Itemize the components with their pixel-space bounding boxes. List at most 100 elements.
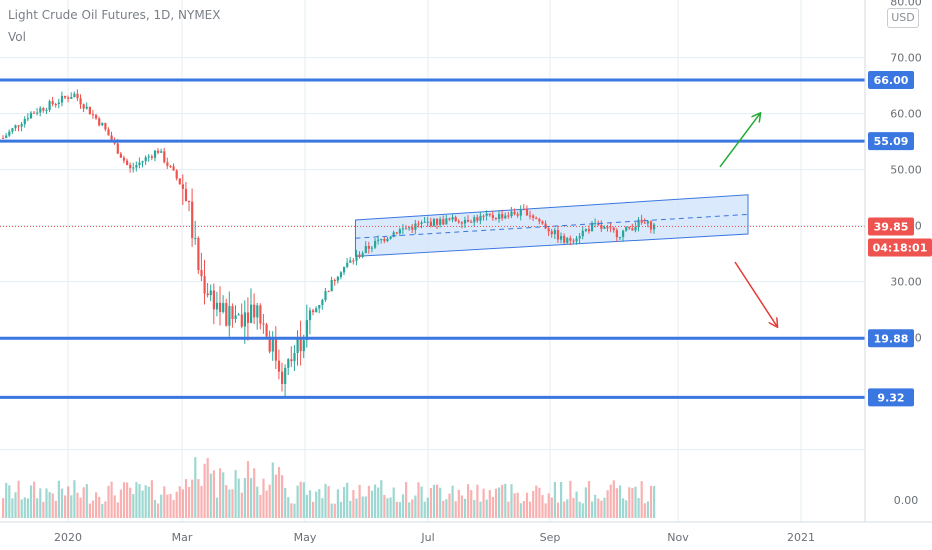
volume-bar: [389, 497, 392, 518]
volume-bar: [29, 485, 33, 518]
candle-body: [219, 302, 222, 313]
volume-bar: [631, 487, 634, 518]
candle-body: [553, 230, 556, 235]
candle-body: [367, 245, 370, 249]
candle-body: [510, 211, 513, 217]
candle-body: [141, 161, 144, 163]
candle-body: [457, 221, 460, 223]
candle-body: [432, 218, 436, 227]
candle-body: [2, 137, 5, 139]
volume-bar: [510, 484, 513, 518]
volume-bar: [343, 487, 346, 518]
candle-body: [547, 228, 550, 232]
volume-bar: [82, 487, 85, 518]
volume-bar: [625, 500, 628, 518]
candle-body: [361, 253, 364, 257]
volume-bar: [448, 493, 451, 518]
volume-bar: [98, 496, 101, 518]
volume-bar: [563, 501, 566, 518]
candle-body: [321, 299, 324, 306]
candle-body: [95, 114, 98, 119]
candle-body: [315, 308, 318, 313]
volume-bar: [64, 495, 67, 518]
candle-body: [550, 231, 553, 235]
candle-body: [386, 238, 389, 241]
volume-bar: [110, 481, 113, 518]
volume-bar: [157, 503, 160, 518]
candle-body: [33, 112, 36, 114]
volume-bar: [479, 501, 482, 518]
volume-label: Vol: [8, 30, 26, 44]
price-tick-label: 0.00: [894, 494, 919, 507]
candle-body: [122, 157, 126, 161]
candle-body: [166, 162, 169, 166]
price-axis-bg[interactable]: [865, 0, 932, 550]
volume-bar: [33, 481, 36, 518]
volume-bar: [20, 499, 23, 518]
volume-bar: [219, 468, 222, 518]
volume-bar: [358, 484, 361, 518]
candle-body: [60, 95, 64, 103]
volume-bar: [51, 493, 54, 518]
candle-body: [135, 165, 138, 168]
volume-bar: [172, 500, 175, 518]
volume-bar: [420, 486, 423, 518]
candle-body: [54, 103, 57, 105]
candle-body: [529, 215, 532, 217]
candle-body: [380, 238, 383, 240]
time-axis[interactable]: 2020 Mar May Jul Sep Nov 2021: [54, 531, 815, 544]
candle-body: [476, 217, 479, 221]
volume-bar: [398, 502, 401, 518]
projection-arrows: [719, 114, 777, 327]
level-badge-text: 19.88: [874, 332, 909, 345]
candle-body: [268, 336, 271, 352]
candle-body: [538, 219, 541, 222]
volume-bar: [135, 482, 138, 518]
currency-button[interactable]: USD: [887, 8, 919, 28]
candle-body: [138, 162, 141, 166]
candle-body: [277, 360, 281, 372]
candle-body: [73, 93, 76, 98]
volume-bar: [519, 503, 522, 518]
volume-bar: [643, 503, 646, 518]
time-tick-label: 2021: [787, 531, 815, 544]
candle-body: [640, 219, 643, 223]
candle-body: [482, 215, 485, 217]
candle-body: [436, 218, 439, 225]
candle-body: [653, 224, 656, 230]
candle-body: [274, 339, 277, 361]
level-badge: [868, 132, 914, 151]
candle-body: [215, 302, 219, 310]
volume-bar: [305, 494, 308, 518]
volume-bar: [324, 483, 327, 518]
volume-bar: [129, 487, 132, 518]
candle-body: [172, 166, 175, 171]
volume-bar: [209, 473, 212, 518]
volume-bar: [150, 480, 153, 518]
candle-body: [501, 214, 504, 219]
candle-body: [160, 151, 163, 153]
candle-body: [265, 324, 268, 337]
candle-body: [42, 108, 45, 111]
volume-bar: [405, 482, 408, 518]
volume-bar: [296, 485, 299, 518]
volume-bar: [411, 499, 414, 518]
candle-body: [591, 223, 594, 232]
volume-bar: [181, 489, 184, 518]
chart-title: Light Crude Oil Futures, 1D, NYMEX: [8, 8, 221, 22]
candle-body: [622, 230, 625, 237]
volume-bar: [426, 497, 429, 518]
volume-bar: [395, 501, 398, 518]
volume-bar: [386, 498, 389, 518]
candle-body: [572, 240, 575, 242]
candle-body: [519, 208, 522, 216]
volume-bar: [550, 497, 553, 518]
volume-bar: [432, 484, 436, 518]
volume-bar: [463, 498, 467, 518]
candle-body: [5, 135, 8, 138]
volume-bar: [504, 483, 507, 518]
time-axis-bg[interactable]: [0, 522, 932, 550]
volume-bar: [392, 487, 395, 518]
volume-bar: [374, 484, 377, 518]
